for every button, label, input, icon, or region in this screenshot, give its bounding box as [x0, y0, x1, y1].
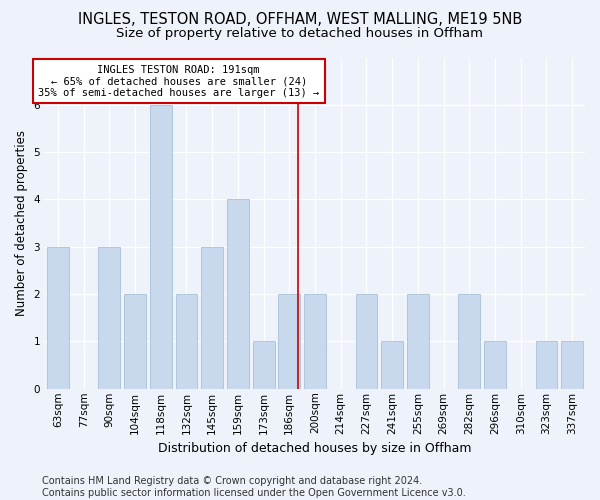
Bar: [458, 294, 480, 389]
Bar: [484, 342, 506, 389]
Bar: [150, 105, 172, 389]
Text: INGLES, TESTON ROAD, OFFHAM, WEST MALLING, ME19 5NB: INGLES, TESTON ROAD, OFFHAM, WEST MALLIN…: [78, 12, 522, 28]
Bar: [201, 247, 223, 389]
Y-axis label: Number of detached properties: Number of detached properties: [15, 130, 28, 316]
Bar: [253, 342, 275, 389]
Bar: [304, 294, 326, 389]
Text: Contains HM Land Registry data © Crown copyright and database right 2024.
Contai: Contains HM Land Registry data © Crown c…: [42, 476, 466, 498]
Bar: [536, 342, 557, 389]
Bar: [356, 294, 377, 389]
Bar: [561, 342, 583, 389]
Bar: [98, 247, 120, 389]
Text: INGLES TESTON ROAD: 191sqm
← 65% of detached houses are smaller (24)
35% of semi: INGLES TESTON ROAD: 191sqm ← 65% of deta…: [38, 64, 319, 98]
Bar: [176, 294, 197, 389]
X-axis label: Distribution of detached houses by size in Offham: Distribution of detached houses by size …: [158, 442, 472, 455]
Bar: [278, 294, 300, 389]
Bar: [227, 200, 249, 389]
Text: Size of property relative to detached houses in Offham: Size of property relative to detached ho…: [116, 28, 484, 40]
Bar: [124, 294, 146, 389]
Bar: [407, 294, 429, 389]
Bar: [381, 342, 403, 389]
Bar: [47, 247, 69, 389]
